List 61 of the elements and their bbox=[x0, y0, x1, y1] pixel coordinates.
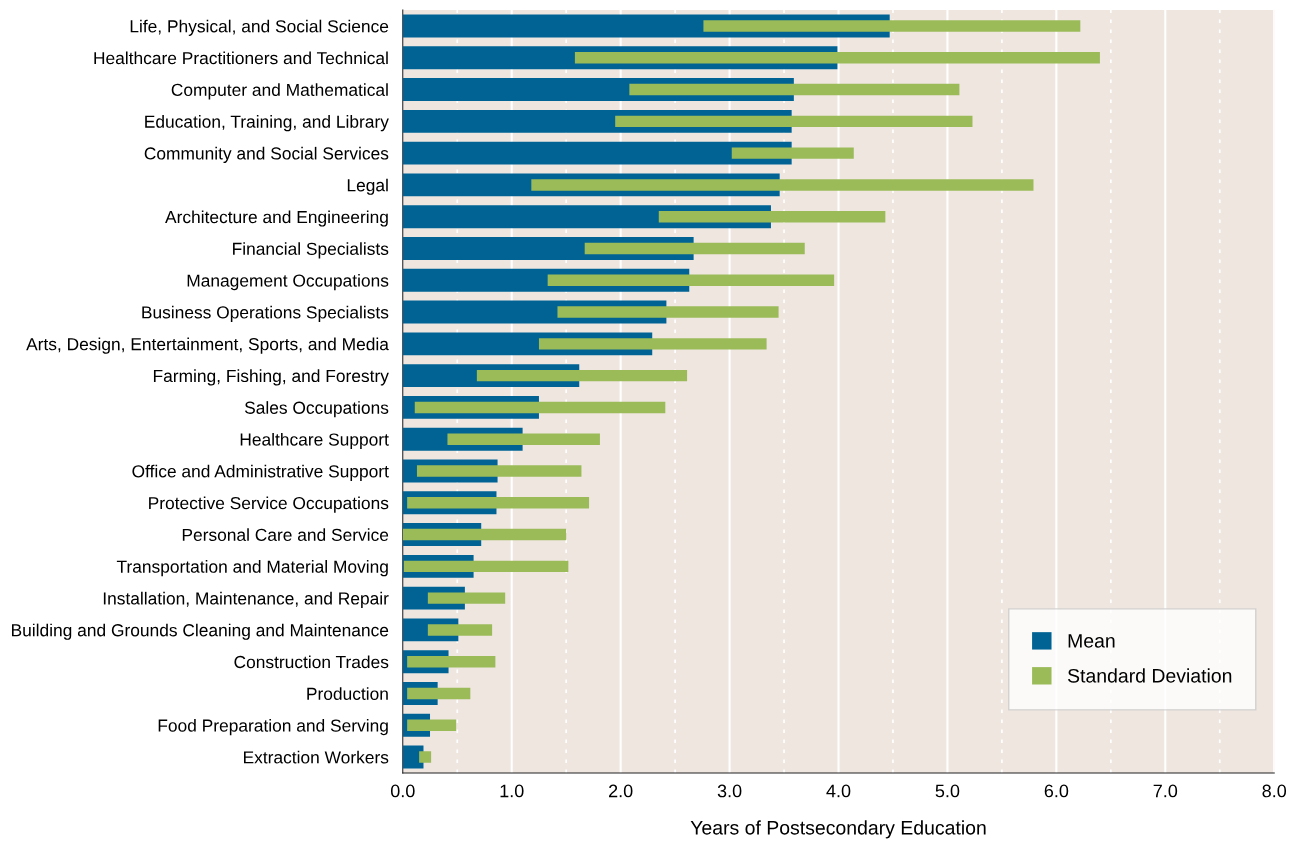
x-tick-label: 3.0 bbox=[717, 784, 742, 798]
y-tick-label: Community and Social Services bbox=[144, 146, 389, 164]
bar bbox=[402, 141, 792, 165]
x-tick-label: 5.0 bbox=[935, 784, 960, 798]
bar bbox=[703, 20, 1081, 32]
bar bbox=[615, 115, 973, 128]
bar bbox=[407, 687, 471, 700]
y-tick-label: Protective Service Occupations bbox=[149, 496, 389, 513]
x-tick-label: 1.0 bbox=[500, 784, 524, 798]
bar bbox=[427, 624, 493, 636]
x-tick-label: 2.0 bbox=[609, 784, 633, 798]
bar bbox=[419, 751, 432, 763]
y-tick-label: Architecture and Engineering bbox=[165, 210, 388, 227]
bar bbox=[584, 242, 805, 255]
bar bbox=[574, 52, 1100, 64]
y-tick-label: Management Occupations bbox=[187, 273, 389, 291]
x-tick-label: 8.0 bbox=[1262, 784, 1287, 798]
x-tick-label: 6.0 bbox=[1044, 784, 1069, 798]
bar bbox=[427, 592, 506, 604]
y-tick-label: Financial Specialists bbox=[233, 242, 389, 259]
y-tick-label: Healthcare Practitioners and Technical bbox=[94, 51, 388, 65]
y-tick-label: Farming, Fishing, and Forestry bbox=[153, 369, 389, 386]
x-tick-label: 4.0 bbox=[826, 784, 851, 798]
y-tick-label: Building and Grounds Cleaning and Maintenance bbox=[12, 623, 389, 640]
y-tick-label: Personal Care and Service bbox=[182, 528, 389, 542]
y-tick-label: Production bbox=[307, 687, 388, 700]
bar bbox=[538, 338, 767, 350]
bar bbox=[731, 147, 854, 159]
bar bbox=[402, 528, 567, 541]
y-tick-label: Construction Trades bbox=[234, 655, 389, 669]
y-tick-label: Sales Occupations bbox=[244, 401, 389, 418]
bar bbox=[403, 560, 569, 573]
x-tick-label: 0.0 bbox=[390, 784, 415, 798]
bar bbox=[407, 719, 457, 731]
bar bbox=[407, 497, 590, 509]
y-tick-label: Office and Administrative Support bbox=[132, 464, 389, 481]
y-tick-label: Extraction Workers bbox=[244, 750, 389, 764]
y-tick-label: Installation, Maintenance, and Repair bbox=[103, 591, 389, 609]
y-tick-label: Transportation and Material Moving bbox=[116, 560, 388, 577]
bar bbox=[547, 274, 835, 286]
x-tick-label: 7.0 bbox=[1153, 784, 1178, 798]
y-tick-label: Food Preparation and Serving bbox=[158, 718, 388, 736]
bar bbox=[557, 306, 779, 318]
legend-label: Mean bbox=[1068, 634, 1115, 648]
x-axis-title: Years of Postsecondary Education bbox=[690, 820, 986, 839]
y-tick-label: Life, Physical, and Social Science bbox=[130, 19, 389, 36]
y-tick-label: Healthcare Support bbox=[240, 432, 389, 450]
bar bbox=[531, 179, 1034, 191]
bar bbox=[658, 210, 886, 223]
bar bbox=[407, 655, 496, 668]
bar bbox=[629, 83, 960, 96]
legend-label: Standard Deviation bbox=[1067, 668, 1232, 683]
bar bbox=[414, 401, 666, 414]
y-tick-label: Education, Training, and Library bbox=[145, 115, 389, 132]
bar bbox=[416, 465, 582, 477]
bar bbox=[447, 433, 600, 445]
y-tick-label: Arts, Design, Entertainment, Sports, and Media bbox=[26, 337, 389, 354]
y-tick-label: Computer and Mathematical bbox=[171, 83, 388, 100]
y-tick-label: Legal bbox=[347, 178, 388, 195]
y-tick-label: Business Operations Specialists bbox=[142, 305, 389, 322]
bar bbox=[476, 369, 688, 382]
